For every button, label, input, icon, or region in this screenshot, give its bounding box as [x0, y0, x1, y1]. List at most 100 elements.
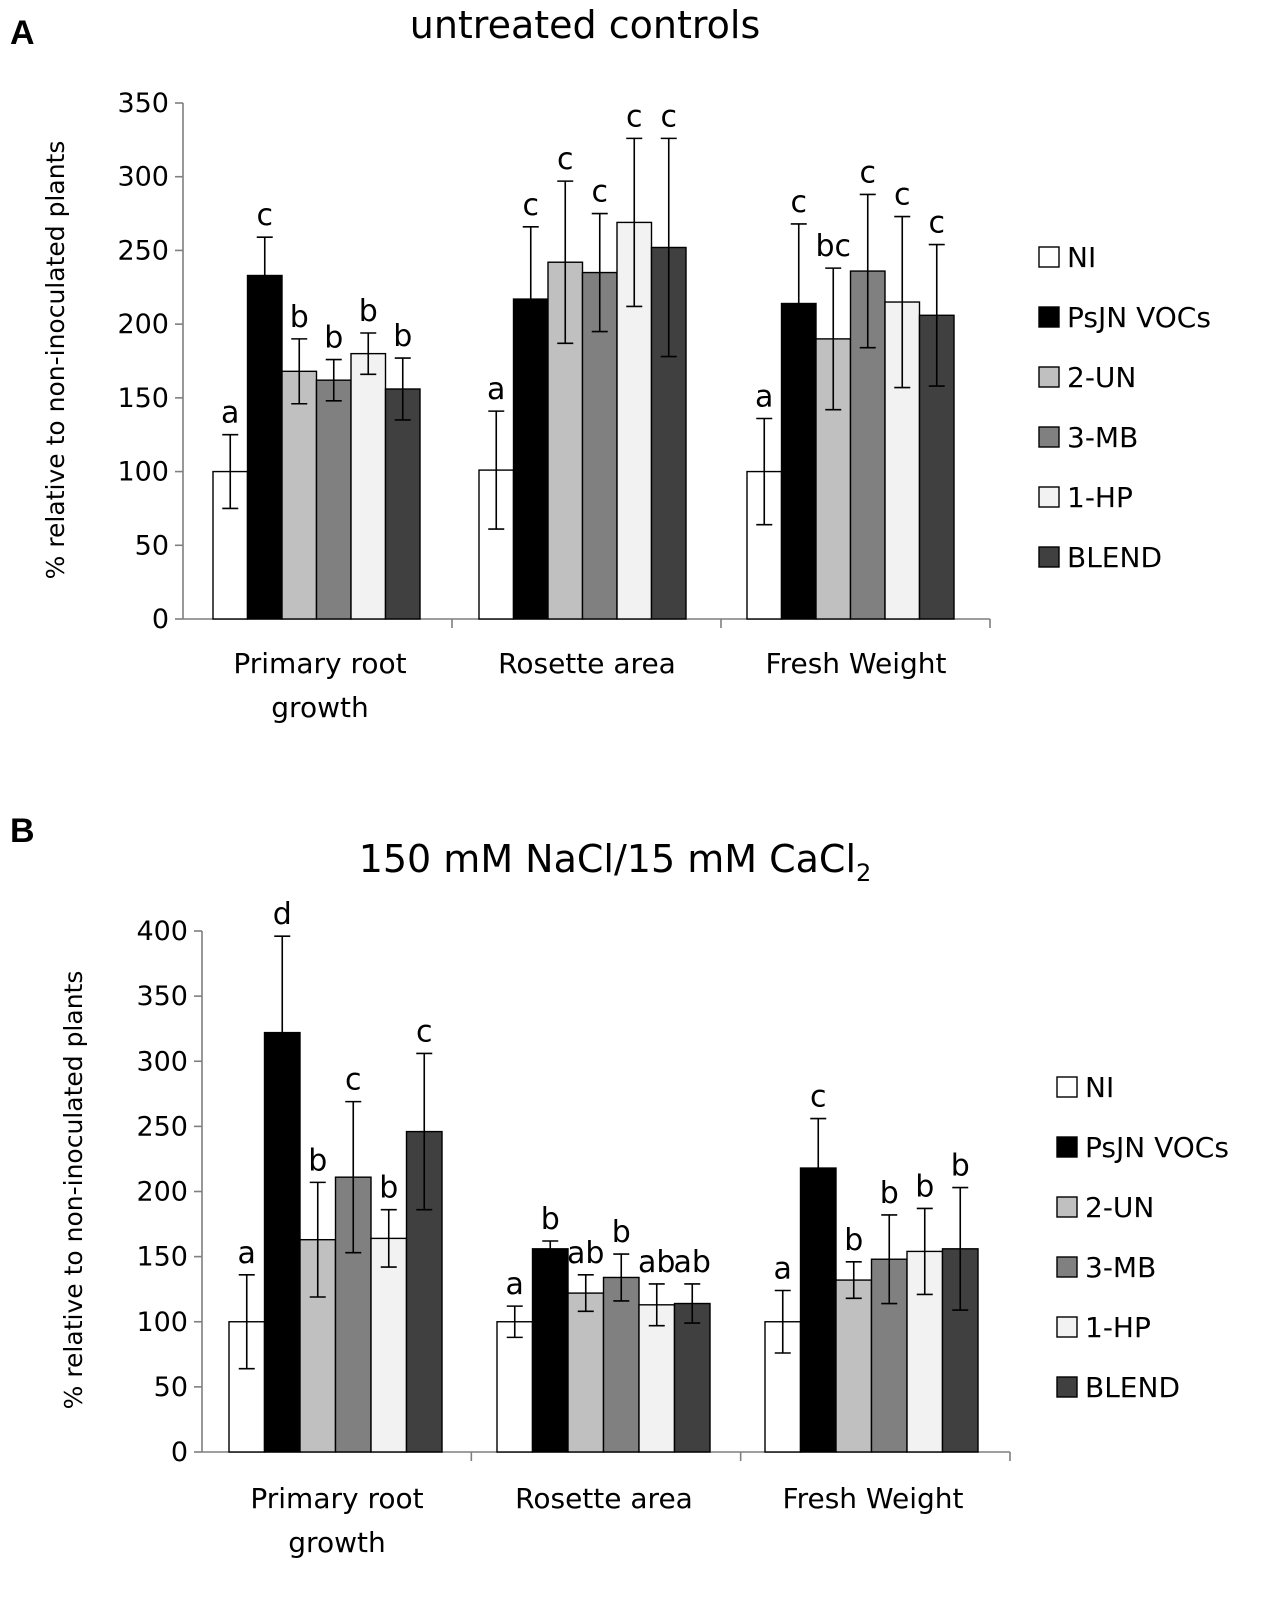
panel-a-plot: 0 50 100 150 200 250 300 350 Primary root growth R… — [117, 88, 991, 724]
panel-b-significance-letter: b — [541, 1202, 560, 1237]
panel-a-legend-label-ni: NI — [1067, 241, 1096, 274]
panel-a-significance-letter: a — [755, 379, 773, 414]
panel-b-title: 150 mM NaCl/15 mM CaCl2 — [359, 837, 872, 887]
panel-a-significance-letter: a — [487, 372, 505, 407]
panel-a-legend-swatch-blend — [1038, 546, 1060, 568]
panel-a-significance-letter: c — [661, 99, 678, 134]
panel-b-y-tick-label: 200 — [136, 1177, 188, 1208]
panel-b-legend-label-3-mb: 3-MB — [1085, 1251, 1156, 1284]
panel-a-legend: NI PsJN VOCs 2-UN 3-MB 1-HP BLEND — [1038, 241, 1211, 574]
panel-b-bar-psjn-vocs — [531, 1248, 569, 1453]
panel-a-significance-letter: c — [860, 155, 877, 190]
panel-b-legend: NI PsJN VOCs 2-UN 3-MB 1-HP BLEND — [1056, 1071, 1229, 1404]
panel-b-category-label: Rosette area — [515, 1482, 693, 1515]
panel-a-y-axis-title: % relative to non-inoculated plants — [41, 141, 70, 580]
panel-a-legend-label-1-hp: 1-HP — [1067, 481, 1133, 514]
panel-a-legend-label-3-mb: 3-MB — [1067, 421, 1138, 454]
panel-a-significance-letter: b — [393, 319, 412, 354]
panel-a-significance-letter: c — [791, 185, 808, 220]
panel-a-significance-letter: c — [257, 198, 274, 233]
panel-b-significance-letter: c — [345, 1063, 362, 1098]
panel-b-y-tick-label: 300 — [136, 1046, 188, 1077]
panel-a-significance-letter: c — [592, 175, 609, 210]
panel-b-significance-letter: b — [880, 1176, 899, 1211]
panel-b-category-label: Primary root — [250, 1482, 423, 1515]
panel-b-significance-letter: b — [844, 1223, 863, 1258]
panel-b-significance-letter: b — [915, 1169, 934, 1204]
panel-b-significance-letter: d — [273, 897, 292, 932]
panel-a-bar-2-un — [281, 370, 318, 620]
panel-b-category-label: Fresh Weight — [783, 1482, 964, 1515]
panel-b-legend-label-blend: BLEND — [1085, 1371, 1180, 1404]
panel-b-significance-letter: a — [238, 1236, 256, 1271]
panel-a-legend-label-2-un: 2-UN — [1067, 361, 1136, 394]
panel-b-significance-letter: c — [416, 1014, 433, 1049]
panel-a-significance-letter: c — [523, 188, 540, 223]
panel-b-significance-letter: ab — [567, 1236, 604, 1271]
panel-b-significance-letter: ab — [638, 1245, 675, 1280]
panel-a-significance-letter: bc — [815, 229, 851, 264]
panel-a-significance-letter: b — [290, 300, 309, 335]
panel-a-category-label: Primary root — [233, 647, 406, 680]
panel-b-legend-swatch-3-mb — [1056, 1256, 1078, 1278]
panel-b-y-tick-label: 150 — [136, 1242, 188, 1273]
panel-a-bar-1-hp — [350, 352, 387, 620]
panel-a-category-label: Rosette area — [498, 647, 676, 680]
panel-a-bar-psjn-vocs — [246, 274, 283, 620]
panel-a-bar-3-mb — [849, 270, 886, 620]
panel-b-category-label: growth — [288, 1526, 385, 1559]
panel-a-significance-letter: a — [221, 396, 239, 431]
panel-b-plot: 0 50 100 150 200 250 300 350 400 Primary root grow… — [136, 897, 1011, 1559]
panel-b-legend-swatch-ni — [1056, 1076, 1078, 1098]
panel-b-chart: B 150 mM NaCl/15 mM CaCl2 % relative to … — [10, 812, 1229, 1559]
panel-b-significance-letter: c — [810, 1080, 827, 1115]
panel-a-legend-swatch-1-hp — [1038, 486, 1060, 508]
panel-b-significance-letter: b — [612, 1215, 631, 1250]
panel-a-significance-letter: c — [626, 99, 643, 134]
panel-a-significance-letter: c — [894, 178, 911, 213]
panel-b-legend-label-2-un: 2-UN — [1085, 1191, 1154, 1224]
panel-b-bar-3-mb — [602, 1276, 640, 1453]
panel-a-y-tick-label: 300 — [117, 162, 169, 193]
panel-b-significance-letter: b — [308, 1143, 327, 1178]
panel-b-significance-letter: a — [774, 1251, 792, 1286]
panel-a-y-tick-label: 0 — [152, 604, 169, 635]
panel-a-category-label: growth — [271, 691, 368, 724]
panel-b-letter: B — [10, 812, 35, 850]
panel-b-legend-label-1-hp: 1-HP — [1085, 1311, 1151, 1344]
panel-a-significance-letter: c — [557, 142, 574, 177]
panel-a-legend-swatch-ni — [1038, 246, 1060, 268]
panel-b-bar-2-un — [567, 1292, 605, 1453]
panel-b-y-tick-label: 100 — [136, 1307, 188, 1338]
panel-b-legend-swatch-psjn-vocs — [1056, 1136, 1078, 1158]
panel-a-significance-letter: b — [359, 294, 378, 329]
panel-a-y-tick-label: 200 — [117, 309, 169, 340]
panel-a-bar-blend — [384, 388, 421, 620]
panel-b-bar-ni — [496, 1321, 534, 1453]
panel-b-bar-1-hp — [370, 1237, 408, 1453]
panel-b-significance-letter: b — [951, 1149, 970, 1184]
panel-b-significance-letter: a — [506, 1267, 524, 1302]
panel-b-y-tick-label: 400 — [136, 916, 188, 947]
panel-b-legend-swatch-blend — [1056, 1376, 1078, 1398]
panel-a-significance-letter: b — [324, 321, 343, 356]
panel-b-legend-label-psjn-vocs: PsJN VOCs — [1085, 1131, 1229, 1164]
panel-a-legend-swatch-3-mb — [1038, 426, 1060, 448]
panel-b-legend-label-ni: NI — [1085, 1071, 1114, 1104]
panel-a-legend-swatch-psjn-vocs — [1038, 306, 1060, 328]
panel-a-legend-label-blend: BLEND — [1067, 541, 1162, 574]
panel-a-significance-letter: c — [929, 206, 946, 241]
panel-a-letter: A — [10, 14, 35, 52]
panel-b-bar-2-un — [835, 1279, 873, 1453]
panel-b-bar-1-hp — [638, 1304, 676, 1453]
panel-a-y-tick-label: 50 — [135, 530, 169, 561]
panel-a-legend-label-psjn-vocs: PsJN VOCs — [1067, 301, 1211, 334]
panel-b-y-tick-label: 250 — [136, 1111, 188, 1142]
panel-a-y-tick-label: 250 — [117, 235, 169, 266]
panel-b-significance-letter: b — [379, 1171, 398, 1206]
panel-b-title-main: 150 mM NaCl/15 mM CaCl — [359, 837, 856, 881]
panel-a-y-tick-label: 100 — [117, 457, 169, 488]
panel-b-bar-blend — [673, 1302, 711, 1453]
panel-b-title-subscript: 2 — [856, 859, 871, 887]
